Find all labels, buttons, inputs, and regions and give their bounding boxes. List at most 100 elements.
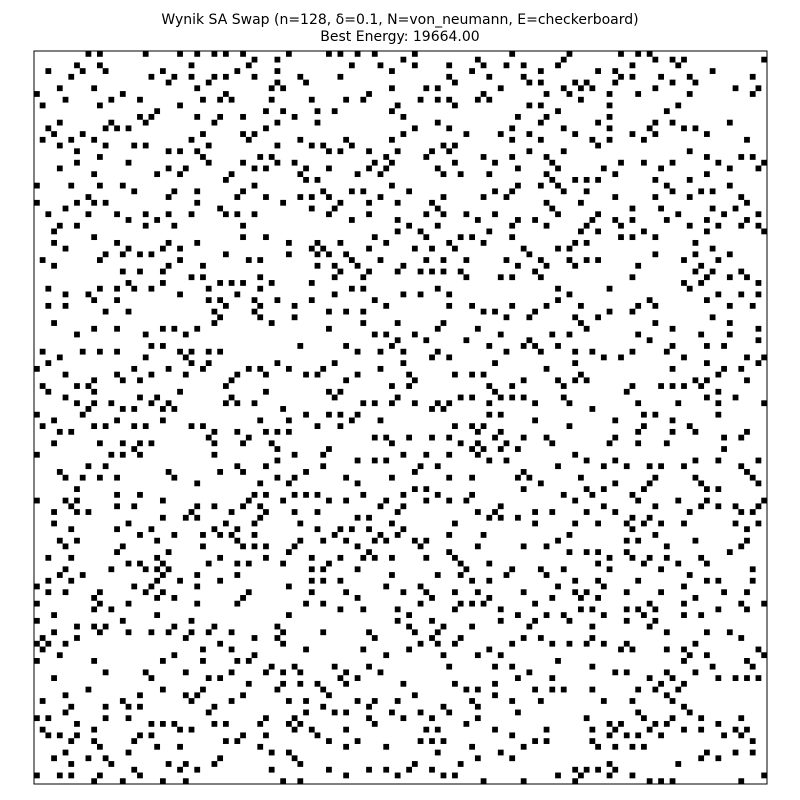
occupied-cell [400, 680, 407, 687]
occupied-cell [320, 188, 327, 195]
occupied-cell [749, 577, 756, 584]
occupied-cell [635, 606, 642, 613]
occupied-cell [572, 348, 579, 355]
occupied-cell [354, 698, 361, 704]
occupied-cell [446, 354, 453, 361]
occupied-cell [411, 377, 418, 384]
occupied-cell [205, 629, 212, 636]
occupied-cell [715, 291, 722, 298]
occupied-cell [188, 348, 195, 355]
occupied-cell [74, 62, 80, 69]
occupied-cell [85, 194, 92, 200]
occupied-cell [171, 532, 178, 538]
occupied-cell [658, 680, 664, 687]
occupied-cell [669, 698, 676, 704]
occupied-cell [354, 514, 361, 521]
occupied-cell [389, 182, 395, 189]
occupied-cell [343, 343, 350, 349]
occupied-cell [205, 142, 212, 149]
occupied-cell [154, 612, 161, 618]
occupied-cell [142, 423, 149, 430]
occupied-cell [560, 383, 567, 389]
occupied-cell [102, 715, 109, 722]
occupied-cell [182, 354, 189, 361]
occupied-cell [39, 726, 46, 733]
occupied-cell [240, 188, 246, 195]
occupied-cell [366, 715, 372, 722]
occupied-cell [177, 577, 183, 584]
occupied-cell [326, 738, 332, 744]
occupied-cell [45, 554, 52, 561]
occupied-cell [217, 96, 224, 103]
occupied-cell [480, 154, 487, 160]
occupied-cell [337, 577, 344, 584]
occupied-cell [749, 154, 756, 160]
occupied-cell [537, 68, 544, 74]
occupied-cell [675, 497, 682, 504]
occupied-cell [509, 136, 516, 143]
occupied-cell [159, 560, 166, 567]
occupied-cell [159, 686, 166, 693]
occupied-cell [285, 251, 292, 258]
occupied-cell [297, 171, 304, 178]
occupied-cell [280, 406, 287, 412]
occupied-cell [463, 721, 470, 727]
occupied-cell [497, 394, 504, 401]
occupied-cell [726, 320, 733, 326]
occupied-cell [537, 119, 544, 126]
occupied-cell [366, 165, 372, 172]
occupied-cell [228, 96, 235, 103]
occupied-cell [326, 325, 332, 332]
occupied-cell [600, 612, 607, 618]
occupied-cell [314, 423, 321, 430]
occupied-cell [434, 491, 441, 498]
occupied-cell [532, 509, 538, 515]
occupied-cell [635, 732, 642, 739]
occupied-cell [228, 698, 235, 704]
occupied-cell [600, 583, 607, 590]
occupied-cell [652, 503, 659, 510]
occupied-cell [211, 703, 218, 710]
occupied-cell [171, 73, 178, 80]
occupied-cell [102, 142, 109, 149]
occupied-cell [549, 509, 556, 515]
occupied-cell [45, 589, 52, 596]
occupied-cell [572, 239, 579, 246]
occupied-cell [263, 491, 269, 498]
occupied-cell [205, 79, 212, 86]
occupied-cell [74, 497, 80, 504]
occupied-cell [383, 302, 390, 309]
occupied-cell [389, 554, 395, 561]
occupied-cell [354, 566, 361, 573]
occupied-cell [452, 640, 458, 647]
occupied-cell [343, 96, 350, 103]
occupied-cell [698, 188, 705, 195]
occupied-cell [641, 560, 647, 567]
occupied-cell [726, 119, 733, 126]
occupied-cell [119, 543, 126, 550]
occupied-cell [623, 520, 630, 527]
occupied-cell [572, 497, 579, 504]
occupied-cell [434, 640, 441, 647]
occupied-cell [749, 566, 756, 573]
occupied-cell [749, 663, 756, 670]
occupied-cell [39, 423, 46, 430]
occupied-cell [62, 474, 69, 481]
occupied-cell [566, 51, 573, 57]
occupied-cell [377, 417, 384, 424]
occupied-cell [492, 434, 498, 441]
occupied-cell [406, 646, 413, 653]
occupied-cell [698, 715, 705, 722]
occupied-cell [744, 526, 750, 533]
occupied-cell [68, 738, 75, 744]
occupied-cell [51, 755, 57, 762]
occupied-cell [732, 85, 739, 92]
occupied-cell [148, 583, 155, 590]
occupied-cell [761, 600, 768, 607]
occupied-cell [446, 709, 453, 716]
occupied-cell [371, 297, 378, 304]
occupied-cell [675, 400, 682, 407]
occupied-cell [589, 85, 596, 92]
occupied-cell [200, 96, 206, 103]
occupied-cell [102, 623, 109, 630]
